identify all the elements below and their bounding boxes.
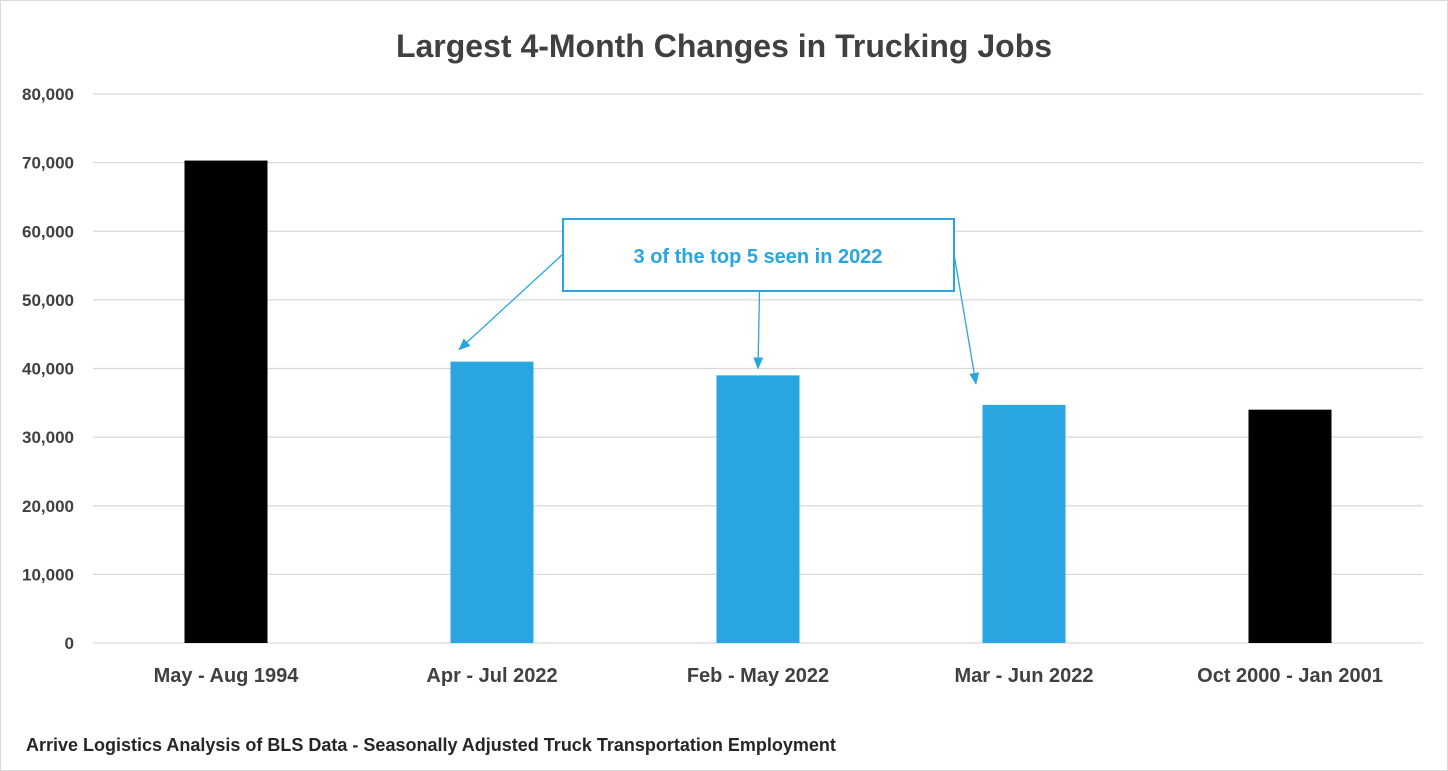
x-axis-ticks: May - Aug 1994 Apr - Jul 2022 Feb - May 20… <box>154 665 1383 687</box>
annotation: 3 of the top 5 seen in 2022 <box>458 218 980 385</box>
y-tick-label: 0 <box>65 634 74 653</box>
annotation-arrow <box>953 253 980 385</box>
y-tick-label: 30,000 <box>22 428 74 447</box>
annotation-arrow <box>458 253 564 351</box>
bar <box>982 404 1066 643</box>
y-tick-label: 70,000 <box>22 154 74 173</box>
bars <box>184 160 1332 643</box>
y-axis-ticks: 0 10,000 20,000 30,000 40,000 50,000 60,000 70,… <box>22 85 74 653</box>
y-tick-label: 60,000 <box>22 222 74 241</box>
y-tick-label: 40,000 <box>22 360 74 379</box>
annotation-arrow <box>753 290 764 370</box>
x-tick-label: May - Aug 1994 <box>154 665 300 687</box>
x-tick-label: Feb - May 2022 <box>687 665 829 687</box>
x-tick-label: Mar - Jun 2022 <box>955 665 1094 687</box>
y-tick-label: 10,000 <box>22 565 74 584</box>
y-tick-label: 80,000 <box>22 85 74 104</box>
bar <box>716 375 800 643</box>
annotation-box <box>562 218 955 292</box>
y-tick-label: 50,000 <box>22 291 74 310</box>
bar <box>184 160 268 643</box>
x-tick-label: Oct 2000 - Jan 2001 <box>1197 665 1383 687</box>
x-tick-label: Apr - Jul 2022 <box>426 665 557 687</box>
bar <box>1248 409 1332 643</box>
source-note: Arrive Logistics Analysis of BLS Data - … <box>26 735 836 755</box>
annotation-text: 3 of the top 5 seen in 2022 <box>634 246 883 268</box>
chart-title: Largest 4-Month Changes in Trucking Jobs <box>396 28 1052 64</box>
y-tick-label: 20,000 <box>22 497 74 516</box>
bar <box>450 361 534 643</box>
